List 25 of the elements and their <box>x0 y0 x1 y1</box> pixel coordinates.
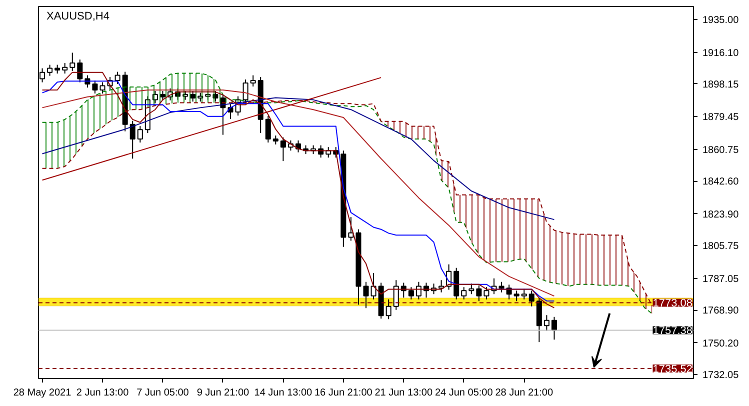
x-tick-label: 9 Jun 21:00 <box>196 388 250 398</box>
x-tick-label: 21 Jun 13:00 <box>374 388 433 398</box>
y-tick-label: 1916.10 <box>702 48 740 59</box>
y-tick-label: 1787.05 <box>702 274 740 285</box>
y-tick-label: 1823.90 <box>702 209 740 220</box>
ref-line-label: 1735.52 <box>652 363 693 376</box>
x-tick-label: 14 Jun 13:00 <box>254 388 313 398</box>
x-tick-label: 28 Jun 21:00 <box>495 388 554 398</box>
x-tick-label: 24 Jun 05:00 <box>434 388 494 398</box>
y-tick-label: 1805.75 <box>702 241 740 252</box>
y-tick-label: 1879.45 <box>702 112 740 124</box>
y-tick-label: 1768.90 <box>702 306 740 317</box>
y-tick-label: 1898.15 <box>702 79 740 90</box>
y-tick-label: 1935.00 <box>702 14 740 26</box>
ref-line-label: 1773.08 <box>652 298 693 310</box>
x-tick-label: 16 Jun 21:00 <box>314 388 373 398</box>
y-tick-label: 1750.20 <box>702 338 740 350</box>
x-tick-label: 2 Jun 13:00 <box>76 388 130 398</box>
x-tick-label: 28 May 2021 <box>13 388 72 398</box>
x-tick-label: 7 Jun 05:00 <box>136 388 190 398</box>
y-tick-label: 1732.05 <box>702 370 740 382</box>
y-tick-label: 1842.60 <box>702 176 740 188</box>
chart-title: XAUUSD,H4 <box>46 10 110 22</box>
y-tick-label: 1860.75 <box>702 144 740 156</box>
ref-line-label: 1757.38 <box>652 325 693 338</box>
